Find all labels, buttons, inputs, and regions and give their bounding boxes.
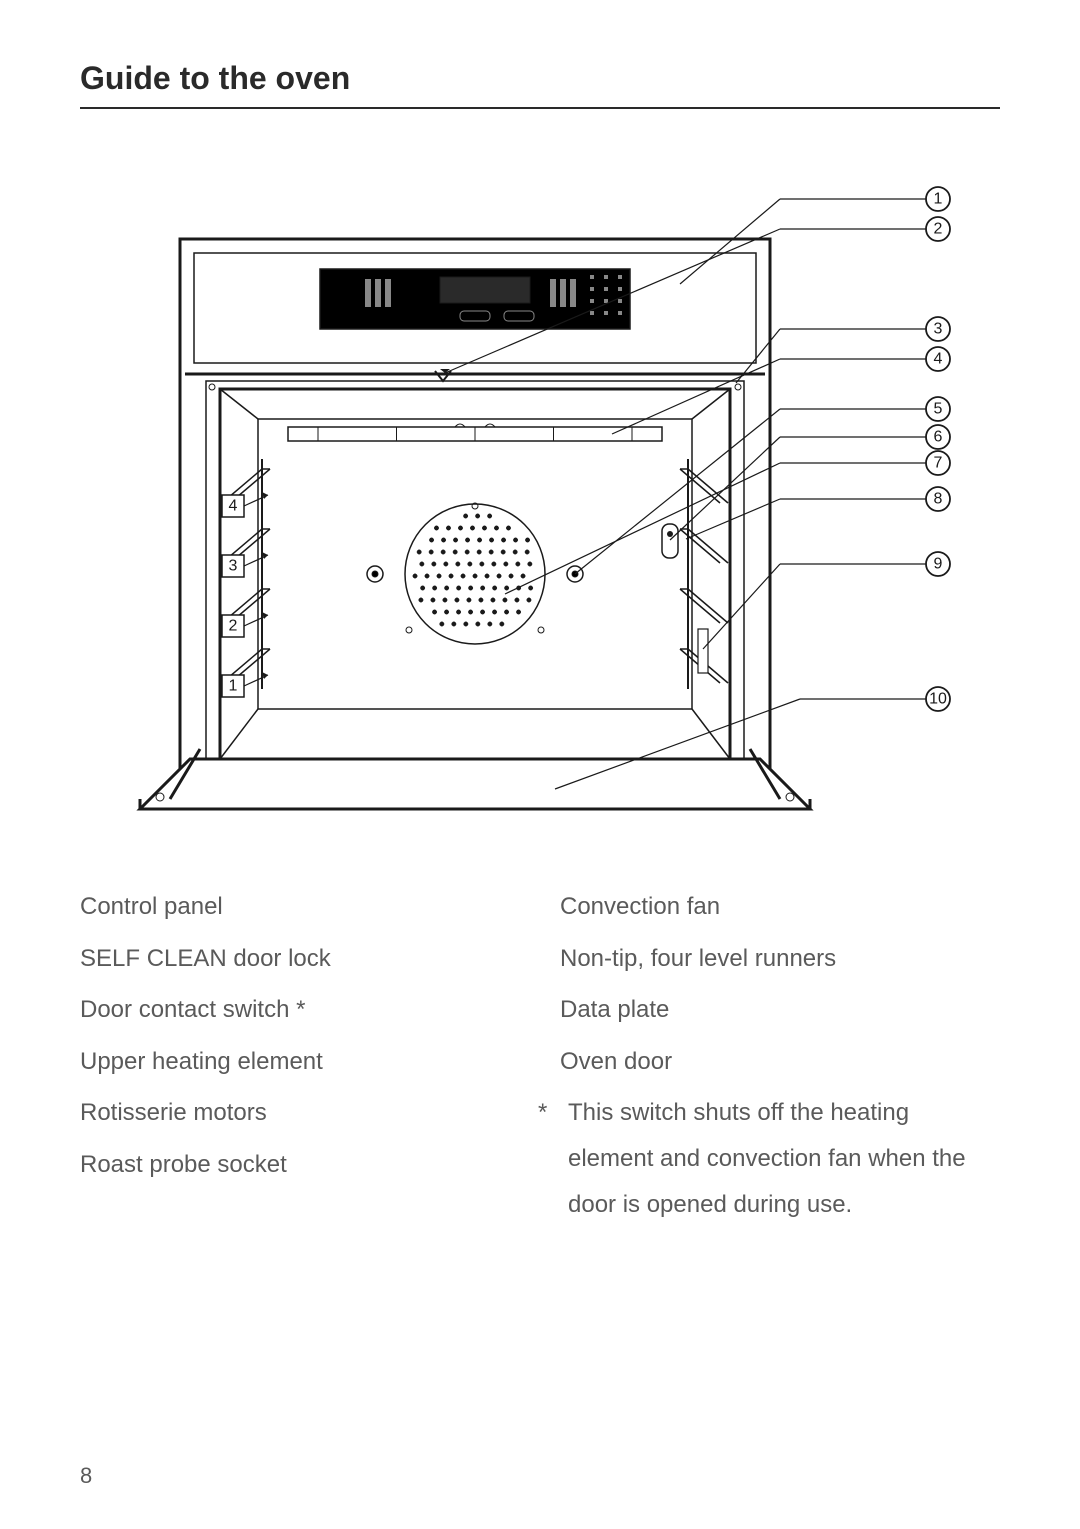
footnote-marker: *	[538, 1090, 558, 1227]
svg-text:5: 5	[934, 401, 943, 418]
legend-item: Rotisserie motors	[80, 1090, 520, 1136]
svg-text:4: 4	[229, 498, 238, 515]
oven-diagram: 4 3 2 1 1 2 3 4 5 6 7 8 9 10	[120, 159, 960, 819]
svg-text:2: 2	[229, 618, 238, 635]
legend-item: Door contact switch *	[80, 987, 520, 1033]
svg-text:2: 2	[934, 221, 943, 238]
legend-right-column: Convection fan Non-tip, four level runner…	[560, 884, 1000, 1227]
svg-text:7: 7	[934, 455, 943, 472]
page: Guide to the oven 4 3 2 1 1 2 3 4 5 6 7 8 9 10 Contro…	[0, 0, 1080, 1529]
svg-text:3: 3	[934, 321, 943, 338]
svg-text:8: 8	[934, 491, 943, 508]
legend-item: Control panel	[80, 884, 520, 930]
footnote: *This switch shuts off the heating eleme…	[560, 1090, 1000, 1227]
legend-item: Roast probe socket	[80, 1142, 520, 1188]
page-title: Guide to the oven	[80, 60, 1000, 97]
svg-text:3: 3	[229, 558, 238, 575]
legend-item: Data plate	[560, 987, 1000, 1033]
svg-text:1: 1	[229, 678, 238, 695]
legend: Control panel SELF CLEAN door lock Door co…	[80, 884, 1000, 1227]
legend-left-column: Control panel SELF CLEAN door lock Door co…	[80, 884, 520, 1227]
svg-text:10: 10	[929, 691, 947, 708]
svg-text:1: 1	[934, 191, 943, 208]
svg-text:4: 4	[934, 351, 943, 368]
svg-text:9: 9	[934, 556, 943, 573]
diagram-container: 4 3 2 1 1 2 3 4 5 6 7 8 9 10	[80, 159, 1000, 824]
title-rule	[80, 107, 1000, 109]
page-number: 8	[80, 1463, 92, 1489]
legend-item: Non-tip, four level runners	[560, 936, 1000, 982]
footnote-text: This switch shuts off the heating elemen…	[568, 1090, 1000, 1227]
legend-item: Oven door	[560, 1039, 1000, 1085]
svg-text:6: 6	[934, 429, 943, 446]
legend-item: Upper heating element	[80, 1039, 520, 1085]
legend-item: SELF CLEAN door lock	[80, 936, 520, 982]
legend-item: Convection fan	[560, 884, 1000, 930]
